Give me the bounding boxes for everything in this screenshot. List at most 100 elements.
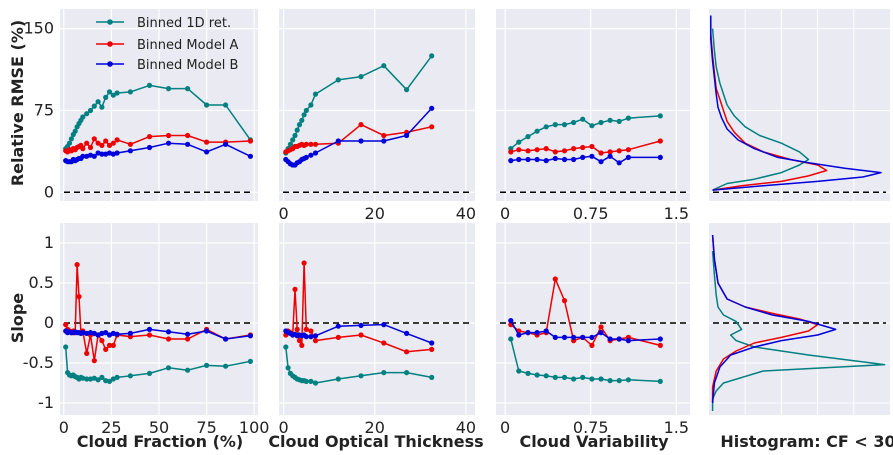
panel-background: [496, 9, 690, 201]
data-point-1d: [290, 137, 296, 143]
panel-background: [709, 9, 890, 201]
data-point-model-a: [508, 149, 514, 155]
data-point-model-b: [91, 153, 97, 159]
data-point-1d: [185, 86, 191, 92]
data-point-1d: [99, 374, 105, 380]
data-point-model-a: [657, 342, 663, 348]
legend-label-1d: Binned 1D ret.: [137, 16, 231, 31]
data-point-model-b: [146, 326, 153, 332]
legend-entry-model-b: Binned Model B: [96, 58, 238, 73]
data-point-model-a: [358, 122, 364, 128]
data-point-model-a: [301, 260, 307, 266]
xlabel-histogram: Histogram: CF < 30: [720, 432, 893, 451]
data-point-model-a: [76, 294, 82, 300]
data-point-model-b: [312, 333, 319, 339]
data-point-1d: [358, 373, 364, 379]
data-point-1d: [296, 122, 303, 128]
data-point-1d: [106, 378, 113, 384]
data-point-model-a: [84, 350, 90, 356]
data-point-model-a: [358, 332, 364, 338]
data-point-model-b: [508, 318, 514, 324]
data-point-model-a: [299, 342, 305, 348]
data-point-1d: [204, 102, 210, 108]
data-point-model-b: [516, 156, 522, 163]
panel-rmse-vs-cloud-fraction: 0 75 150: [23, 9, 258, 201]
y-tick-label: 75: [34, 100, 54, 119]
data-point-model-b: [303, 154, 309, 160]
data-point-model-a: [185, 132, 191, 139]
x-tick-label: 75: [196, 418, 216, 437]
data-point-model-a: [308, 328, 314, 334]
data-point-model-b: [616, 336, 622, 342]
data-point-1d: [72, 128, 78, 134]
data-point-model-a: [110, 342, 116, 348]
data-point-model-b: [223, 336, 229, 342]
data-point-model-a: [429, 124, 435, 130]
data-point-model-a: [106, 142, 113, 148]
data-point-model-b: [657, 336, 663, 342]
data-point-1d: [223, 363, 229, 369]
xlabel-cloud-fraction: Cloud Fraction (%): [77, 432, 243, 451]
data-point-1d: [429, 374, 435, 380]
legend: Binned 1D ret. Binned Model A Binned Mod…: [96, 16, 239, 73]
data-point-model-a: [308, 141, 314, 147]
data-point-model-b: [598, 330, 604, 336]
data-point-model-a: [146, 332, 153, 338]
data-point-model-a: [204, 139, 210, 145]
data-point-model-a: [114, 137, 120, 143]
data-point-model-a: [525, 148, 531, 154]
x-tick-label: 100: [239, 418, 270, 437]
data-point-model-b: [429, 340, 435, 346]
data-point-model-a: [598, 324, 604, 330]
x-tick-label: 20: [365, 204, 385, 223]
data-point-model-a: [303, 141, 309, 147]
data-point-1d: [127, 373, 133, 379]
data-point-1d: [580, 116, 586, 122]
data-point-model-b: [561, 156, 568, 163]
data-point-model-b: [165, 329, 172, 335]
x-tick-label: 25: [101, 418, 121, 437]
data-point-model-b: [552, 334, 558, 340]
data-point-1d: [308, 378, 314, 384]
y-tick-label: 0: [44, 313, 54, 332]
data-point-1d: [185, 367, 191, 373]
data-point-1d: [127, 89, 133, 95]
data-point-model-a: [561, 298, 568, 304]
data-point-model-b: [598, 159, 604, 165]
data-point-model-a: [552, 149, 558, 155]
data-point-model-a: [80, 146, 86, 152]
data-point-model-a: [63, 322, 69, 328]
data-point-model-b: [204, 149, 210, 155]
data-point-1d: [68, 136, 74, 142]
x-tick-label: 40: [456, 204, 476, 223]
data-point-model-b: [534, 156, 540, 163]
data-point-model-b: [625, 338, 632, 344]
legend-label-model-b: Binned Model B: [137, 58, 238, 73]
data-point-1d: [106, 89, 113, 95]
data-point-1d: [80, 375, 86, 381]
data-point-model-b: [185, 141, 191, 147]
data-point-model-b: [335, 138, 341, 144]
data-point-1d: [543, 373, 549, 379]
data-point-1d: [561, 374, 568, 380]
ylabel-bottom: Slope: [8, 293, 27, 343]
data-point-1d: [516, 368, 522, 374]
data-point-1d: [80, 114, 86, 120]
data-point-model-b: [571, 334, 577, 340]
data-point-model-b: [303, 334, 309, 340]
data-point-model-b: [580, 154, 586, 160]
x-tick-label: 1.5: [664, 204, 689, 223]
data-point-model-a: [552, 276, 558, 282]
data-point-model-b: [516, 332, 522, 338]
data-point-1d: [571, 119, 577, 126]
data-point-1d: [657, 113, 663, 119]
x-tick-label: 40: [456, 418, 476, 437]
panel-histogram-rmse: [709, 9, 890, 201]
data-point-1d: [552, 374, 558, 380]
data-point-model-a: [404, 349, 410, 355]
data-point-model-b: [381, 322, 387, 328]
x-tick-label: 0: [278, 418, 288, 437]
legend-entry-model-a: Binned Model A: [96, 38, 239, 53]
data-point-1d: [91, 103, 97, 109]
data-point-1d: [335, 77, 341, 83]
